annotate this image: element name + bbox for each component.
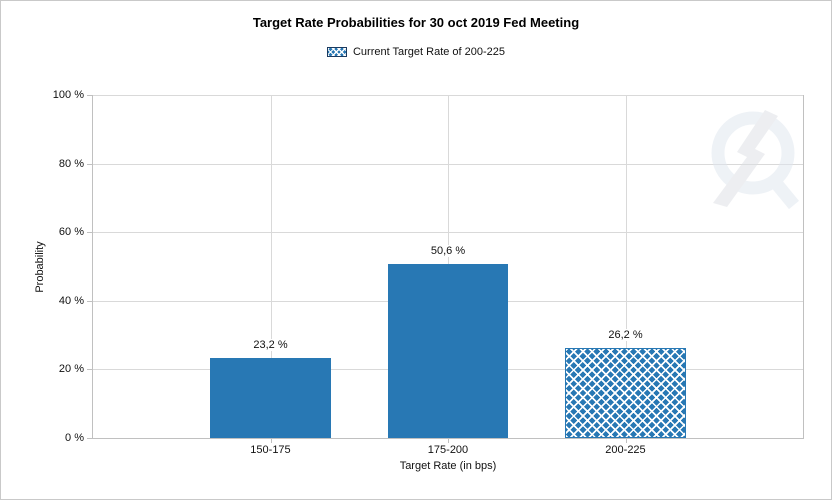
y-tick-label: 80 % <box>58 157 84 170</box>
y-tickmark <box>87 369 93 371</box>
legend: Current Target Rate of 200-225 <box>1 45 831 59</box>
bar-column-150-175: 23,2 % 150-175 <box>210 95 331 456</box>
y-tickmark <box>87 438 93 439</box>
bar-200-225-crosshatch <box>565 348 686 438</box>
y-tick-label: 60 % <box>58 226 84 239</box>
bar-175-200 <box>387 264 509 438</box>
y-tickmark <box>87 163 93 165</box>
x-tick-label: 175-200 <box>427 444 469 456</box>
y-tick-label: 0 % <box>65 432 84 444</box>
legend-crosshatch-swatch <box>326 47 347 57</box>
bar-column-200-225: 26,2 % 200-225 <box>565 95 686 456</box>
x-tick-label: 150-175 <box>250 444 291 456</box>
y-tick-label: 40 % <box>58 294 84 307</box>
vgridline-3 <box>625 95 627 438</box>
bar-value-label: 23,2 % <box>251 339 290 352</box>
y-axis-title: Probability <box>34 241 46 293</box>
x-axis-title: Target Rate (in bps) <box>399 460 497 472</box>
bar-150-175 <box>210 358 331 438</box>
chart-title: Target Rate Probabilities for 30 oct 201… <box>252 15 580 30</box>
y-tickmark <box>87 95 93 96</box>
y-tick-label: 100 % <box>52 89 84 101</box>
y-tickmark <box>87 232 93 234</box>
plot-area: 100 % 80 % 60 % 40 % 20 % 0 % 23,2 % 150… <box>53 89 804 456</box>
bar-value-label: 26,2 % <box>606 329 645 342</box>
x-tickmark <box>270 438 272 443</box>
x-tickmark <box>625 438 627 443</box>
x-tick-label: 200-225 <box>605 444 646 456</box>
y-tickmark <box>87 300 93 302</box>
x-tickmark <box>448 438 449 443</box>
q-lightning-watermark-icon <box>711 110 800 210</box>
legend-label: Current Target Rate of 200-225 <box>352 46 506 58</box>
y-tick-label: 20 % <box>58 363 84 376</box>
bar-column-175-200: 50,6 % 175-200 <box>387 95 509 456</box>
vgridline-1 <box>270 95 272 438</box>
bar-value-label: 50,6 % <box>428 245 468 258</box>
